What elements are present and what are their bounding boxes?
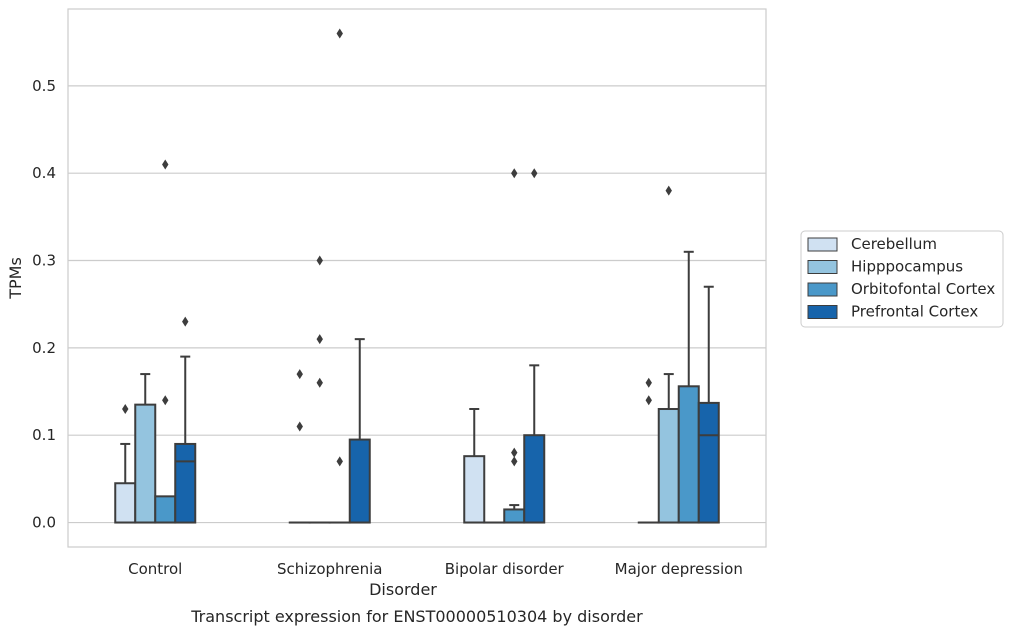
y-tick-label: 0.2	[32, 339, 56, 357]
y-tick-label: 0.5	[32, 77, 56, 95]
outlier-point	[645, 395, 652, 406]
box-body	[677, 385, 700, 524]
y-tick-labels: 0.0 0.1 0.2 0.3 0.4 0.5	[32, 77, 56, 532]
box-hipppocampus	[308, 255, 331, 524]
box-prefrontal-cortex	[348, 338, 371, 524]
outlier-point	[296, 421, 303, 432]
x-axis-title: Disorder	[369, 580, 437, 599]
outlier-point	[645, 377, 652, 388]
legend: Cerebellum Hipppocampus Orbitofontal Corte…	[800, 230, 1004, 328]
box-cerebellum	[288, 369, 311, 524]
y-axis-title: TPMs	[6, 257, 25, 300]
box-body	[463, 455, 486, 524]
outlier-point	[511, 447, 518, 458]
box-orbitofontal-cortex	[328, 28, 351, 524]
box-body	[134, 403, 157, 524]
box-body	[174, 442, 197, 524]
y-tick-label: 0.1	[32, 426, 56, 444]
outlier-point	[182, 316, 189, 327]
y-tick-label: 0.3	[32, 252, 56, 270]
box-orbitofontal-cortex	[503, 168, 526, 524]
legend-swatch	[807, 237, 838, 252]
x-tick-label: Schizophrenia	[277, 560, 382, 578]
legend-label: Hipppocampus	[851, 258, 963, 276]
x-tick-label: Bipolar disorder	[445, 560, 565, 578]
outlier-point	[162, 395, 169, 406]
box-hipppocampus	[657, 185, 680, 524]
outlier-point	[316, 255, 323, 266]
box-body	[154, 495, 177, 524]
y-tick-label: 0.0	[32, 514, 56, 532]
box-prefrontal-cortex	[697, 285, 720, 524]
box-cerebellum	[114, 404, 137, 524]
box-prefrontal-cortex	[523, 168, 546, 524]
outlier-point	[316, 334, 323, 345]
legend-swatch	[807, 260, 838, 274]
chart-caption: Transcript expression for ENST0000051030…	[190, 607, 643, 626]
box-cerebellum	[637, 377, 660, 524]
outlier-point	[336, 28, 343, 39]
legend-label: Orbitofontal Cortex	[851, 280, 995, 298]
x-tick-label: Major depression	[615, 560, 743, 578]
outlier-point	[665, 185, 672, 196]
outlier-point	[296, 369, 303, 380]
box-body	[523, 434, 546, 524]
x-tick-label: Control	[128, 560, 182, 578]
box-body	[657, 408, 680, 524]
outlier-point	[162, 159, 169, 170]
outlier-point	[336, 456, 343, 467]
outlier-point	[511, 456, 518, 467]
box-prefrontal-cortex	[174, 316, 197, 524]
outlier-point	[511, 168, 518, 179]
box-body	[697, 401, 720, 524]
legend-swatch	[807, 282, 838, 297]
legend-swatch	[807, 305, 838, 319]
box-orbitofontal-cortex	[154, 159, 177, 524]
outlier-point	[122, 404, 129, 415]
box-cerebellum	[463, 408, 486, 524]
box-body	[348, 438, 371, 524]
plot-frame	[67, 8, 767, 548]
box-orbitofontal-cortex	[677, 250, 700, 524]
legend-label: Cerebellum	[851, 235, 937, 253]
legend-label: Prefrontal Cortex	[851, 303, 978, 321]
x-tick-labels: Control Schizophrenia Bipolar disorder Majo…	[128, 560, 743, 578]
box-body	[503, 508, 526, 524]
boxes	[114, 28, 720, 524]
y-tick-label: 0.4	[32, 164, 56, 182]
box-hipppocampus	[134, 373, 157, 524]
box-body	[114, 482, 137, 524]
legend-frame	[800, 230, 1004, 328]
outlier-point	[531, 168, 538, 179]
outlier-point	[316, 377, 323, 388]
